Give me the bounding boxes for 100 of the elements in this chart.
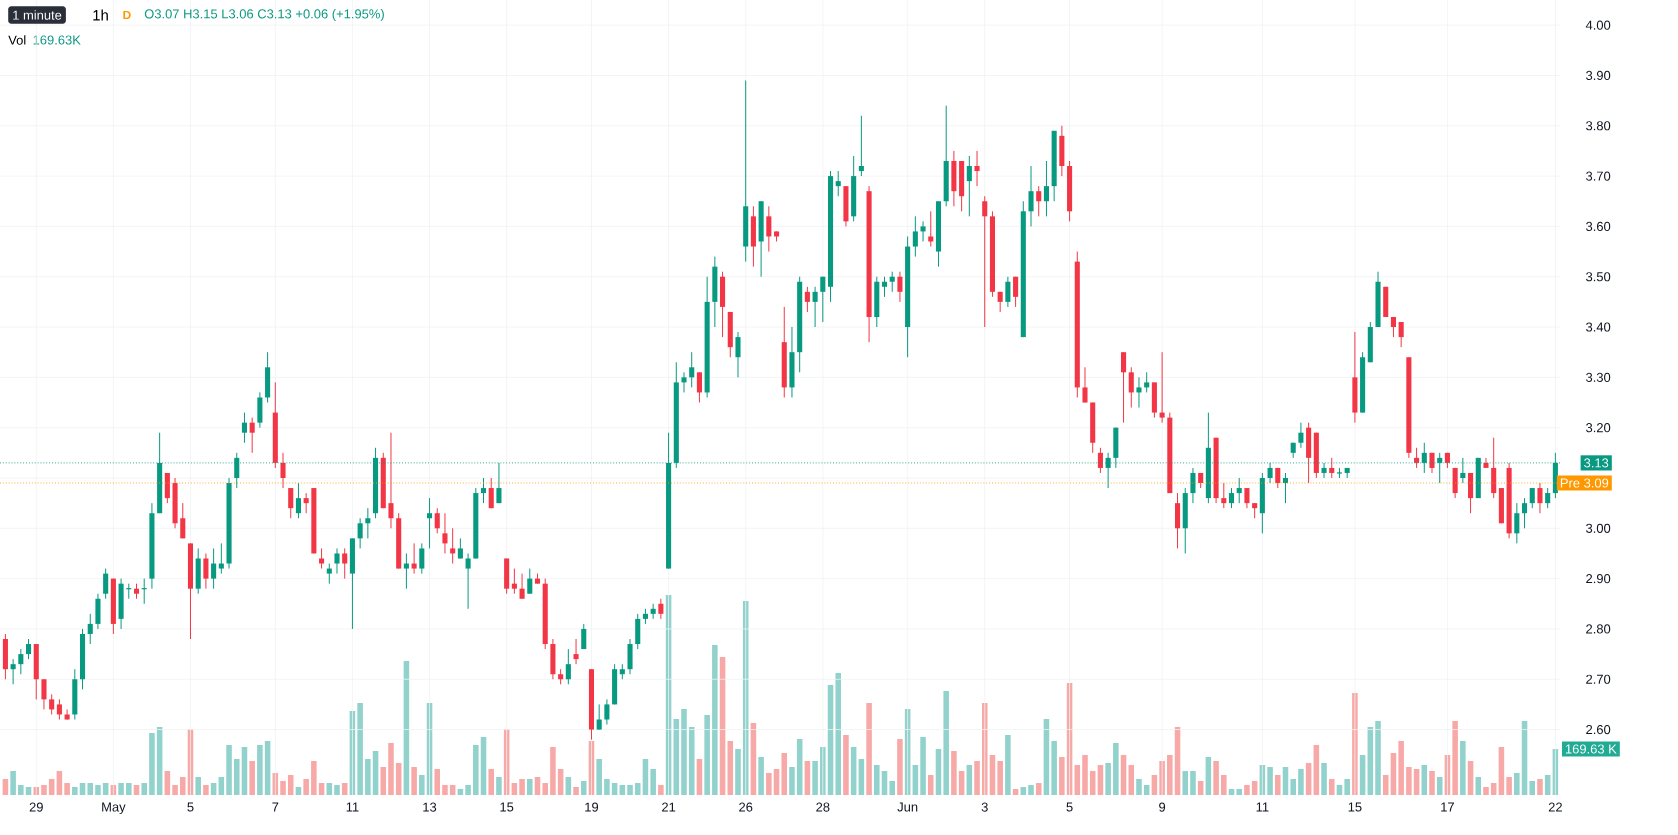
bar <box>627 784 633 795</box>
bar <box>1120 754 1127 795</box>
bar <box>473 744 479 795</box>
candlestick <box>1036 185 1042 217</box>
candlestick <box>1221 482 1227 509</box>
bar <box>1236 788 1242 795</box>
bar <box>372 750 379 795</box>
bar <box>87 782 94 795</box>
candlestick <box>426 497 433 549</box>
bar <box>480 736 487 795</box>
candlestick <box>280 452 286 489</box>
bar <box>1429 770 1435 795</box>
candlestick <box>365 507 371 539</box>
bar <box>1182 770 1189 795</box>
candlestick <box>858 115 864 177</box>
bar <box>172 784 178 795</box>
candlestick <box>1537 482 1543 514</box>
y-tick-label: 2.90 <box>1586 574 1611 584</box>
candlestick <box>1236 477 1242 504</box>
bar <box>1228 788 1235 795</box>
y-tick-label: 3.50 <box>1586 272 1611 282</box>
bar <box>712 644 718 795</box>
bar <box>1197 780 1204 795</box>
bar <box>874 764 880 795</box>
bar <box>1344 778 1350 795</box>
bar <box>195 776 201 795</box>
bar <box>1005 734 1011 795</box>
candlestick <box>480 477 487 504</box>
bar <box>233 758 240 795</box>
candlestick <box>442 512 448 554</box>
candlestick <box>1121 351 1127 424</box>
bar <box>550 746 556 795</box>
bar <box>488 768 494 795</box>
candlestick <box>1483 457 1489 469</box>
candlestick <box>303 492 309 514</box>
x-tick-label: 28 <box>816 802 830 812</box>
candlestick <box>889 271 895 293</box>
bar <box>735 748 741 795</box>
y-tick-label: 3.60 <box>1586 221 1611 231</box>
candlestick <box>203 552 209 590</box>
candlestick <box>1228 487 1235 509</box>
bar <box>766 772 772 795</box>
bar <box>1506 776 1512 795</box>
bar <box>889 780 895 795</box>
bar <box>596 758 602 795</box>
bar <box>920 736 926 795</box>
bar <box>357 702 363 795</box>
bar <box>1082 754 1088 795</box>
bar <box>1490 782 1497 795</box>
bar <box>974 760 980 795</box>
bar <box>1051 740 1057 795</box>
bar <box>1205 756 1212 795</box>
x-tick-label: 13 <box>423 802 437 812</box>
bar <box>1328 778 1335 795</box>
bar <box>557 768 564 795</box>
candlestick <box>1144 371 1150 393</box>
bar <box>264 740 271 795</box>
candlestick <box>295 482 301 519</box>
bar <box>1398 740 1404 795</box>
candlestick <box>1529 487 1535 509</box>
candlestick <box>966 155 972 217</box>
candlestick <box>912 215 918 258</box>
bar <box>118 782 124 795</box>
bar <box>1244 784 1250 795</box>
bar <box>1436 776 1443 795</box>
x-tick-label: 9 <box>1159 802 1166 812</box>
bar <box>56 770 63 795</box>
bar <box>318 782 325 795</box>
candlestick <box>419 542 425 575</box>
bar <box>249 760 255 795</box>
candlestick <box>1514 502 1520 544</box>
y-tick-label: 3.80 <box>1586 121 1611 131</box>
bar <box>303 778 309 795</box>
bar <box>434 768 441 795</box>
bar <box>442 784 448 795</box>
bar <box>650 768 656 795</box>
candlestick <box>920 220 926 242</box>
bar <box>580 780 587 795</box>
bar <box>527 778 533 795</box>
bar <box>1028 784 1034 795</box>
bar <box>1167 754 1173 795</box>
bar <box>1390 752 1397 795</box>
bar <box>789 766 795 795</box>
bar <box>1498 746 1505 795</box>
y-tick-label: 3.30 <box>1586 372 1611 382</box>
candlestick <box>820 276 826 323</box>
x-tick-label: 21 <box>662 802 676 812</box>
chart-title: Vol <box>8 35 26 45</box>
candlestick <box>288 487 294 519</box>
bar <box>820 746 826 795</box>
candlestick <box>1190 467 1196 504</box>
candlestick <box>180 502 186 539</box>
candlestick <box>881 276 888 298</box>
bar <box>457 788 464 795</box>
bar <box>1089 770 1096 795</box>
candlestick <box>241 412 248 444</box>
bar <box>2 778 9 795</box>
bar <box>210 782 217 795</box>
bar <box>1467 760 1474 795</box>
bar <box>542 782 548 795</box>
